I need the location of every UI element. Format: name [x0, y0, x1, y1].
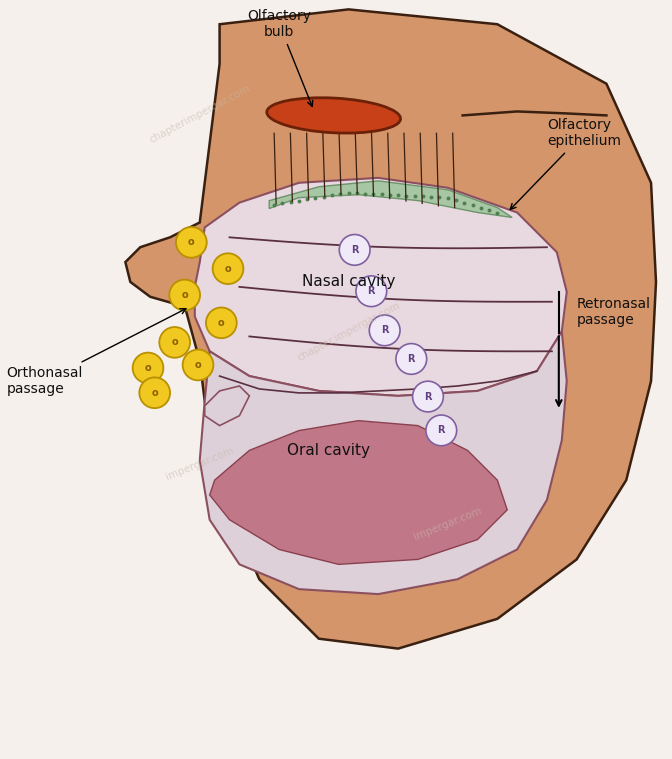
Circle shape	[426, 415, 457, 446]
Text: R: R	[424, 392, 431, 402]
Text: o: o	[171, 338, 178, 348]
Circle shape	[339, 235, 370, 265]
Polygon shape	[195, 178, 566, 396]
Text: Retronasal
passage: Retronasal passage	[577, 297, 650, 326]
Polygon shape	[269, 181, 512, 218]
Text: o: o	[151, 388, 158, 398]
Text: o: o	[144, 363, 151, 373]
Text: R: R	[381, 326, 388, 335]
Text: Nasal cavity: Nasal cavity	[302, 275, 395, 289]
Polygon shape	[210, 420, 507, 565]
Text: Olfactory
bulb: Olfactory bulb	[247, 9, 312, 106]
Ellipse shape	[267, 98, 401, 133]
Circle shape	[396, 344, 427, 374]
Text: o: o	[224, 263, 231, 274]
Text: o: o	[195, 360, 202, 370]
Text: impergar.com: impergar.com	[165, 446, 235, 482]
Text: o: o	[218, 318, 224, 328]
Circle shape	[159, 327, 190, 357]
Circle shape	[176, 227, 207, 258]
Text: o: o	[188, 238, 195, 247]
Text: o: o	[181, 290, 188, 300]
Text: R: R	[437, 425, 445, 436]
Text: R: R	[351, 245, 358, 255]
Text: Oral cavity: Oral cavity	[287, 443, 370, 458]
Circle shape	[370, 315, 400, 345]
Circle shape	[206, 307, 237, 339]
Circle shape	[139, 377, 170, 408]
Circle shape	[183, 350, 214, 380]
Circle shape	[413, 381, 444, 412]
Circle shape	[132, 353, 163, 383]
Circle shape	[169, 279, 200, 310]
Polygon shape	[205, 386, 249, 426]
Text: Orthonasal
passage: Orthonasal passage	[6, 309, 186, 396]
Polygon shape	[126, 9, 656, 649]
Circle shape	[212, 254, 243, 284]
Text: chapter.impergar.com: chapter.impergar.com	[296, 301, 402, 364]
Text: R: R	[368, 286, 375, 296]
Text: impergar.com: impergar.com	[413, 505, 483, 542]
Circle shape	[356, 276, 386, 307]
Text: Olfactory
epithelium: Olfactory epithelium	[510, 118, 621, 209]
Text: chapterimpergar.com: chapterimpergar.com	[148, 83, 252, 145]
Text: R: R	[407, 354, 415, 364]
Polygon shape	[200, 332, 566, 594]
